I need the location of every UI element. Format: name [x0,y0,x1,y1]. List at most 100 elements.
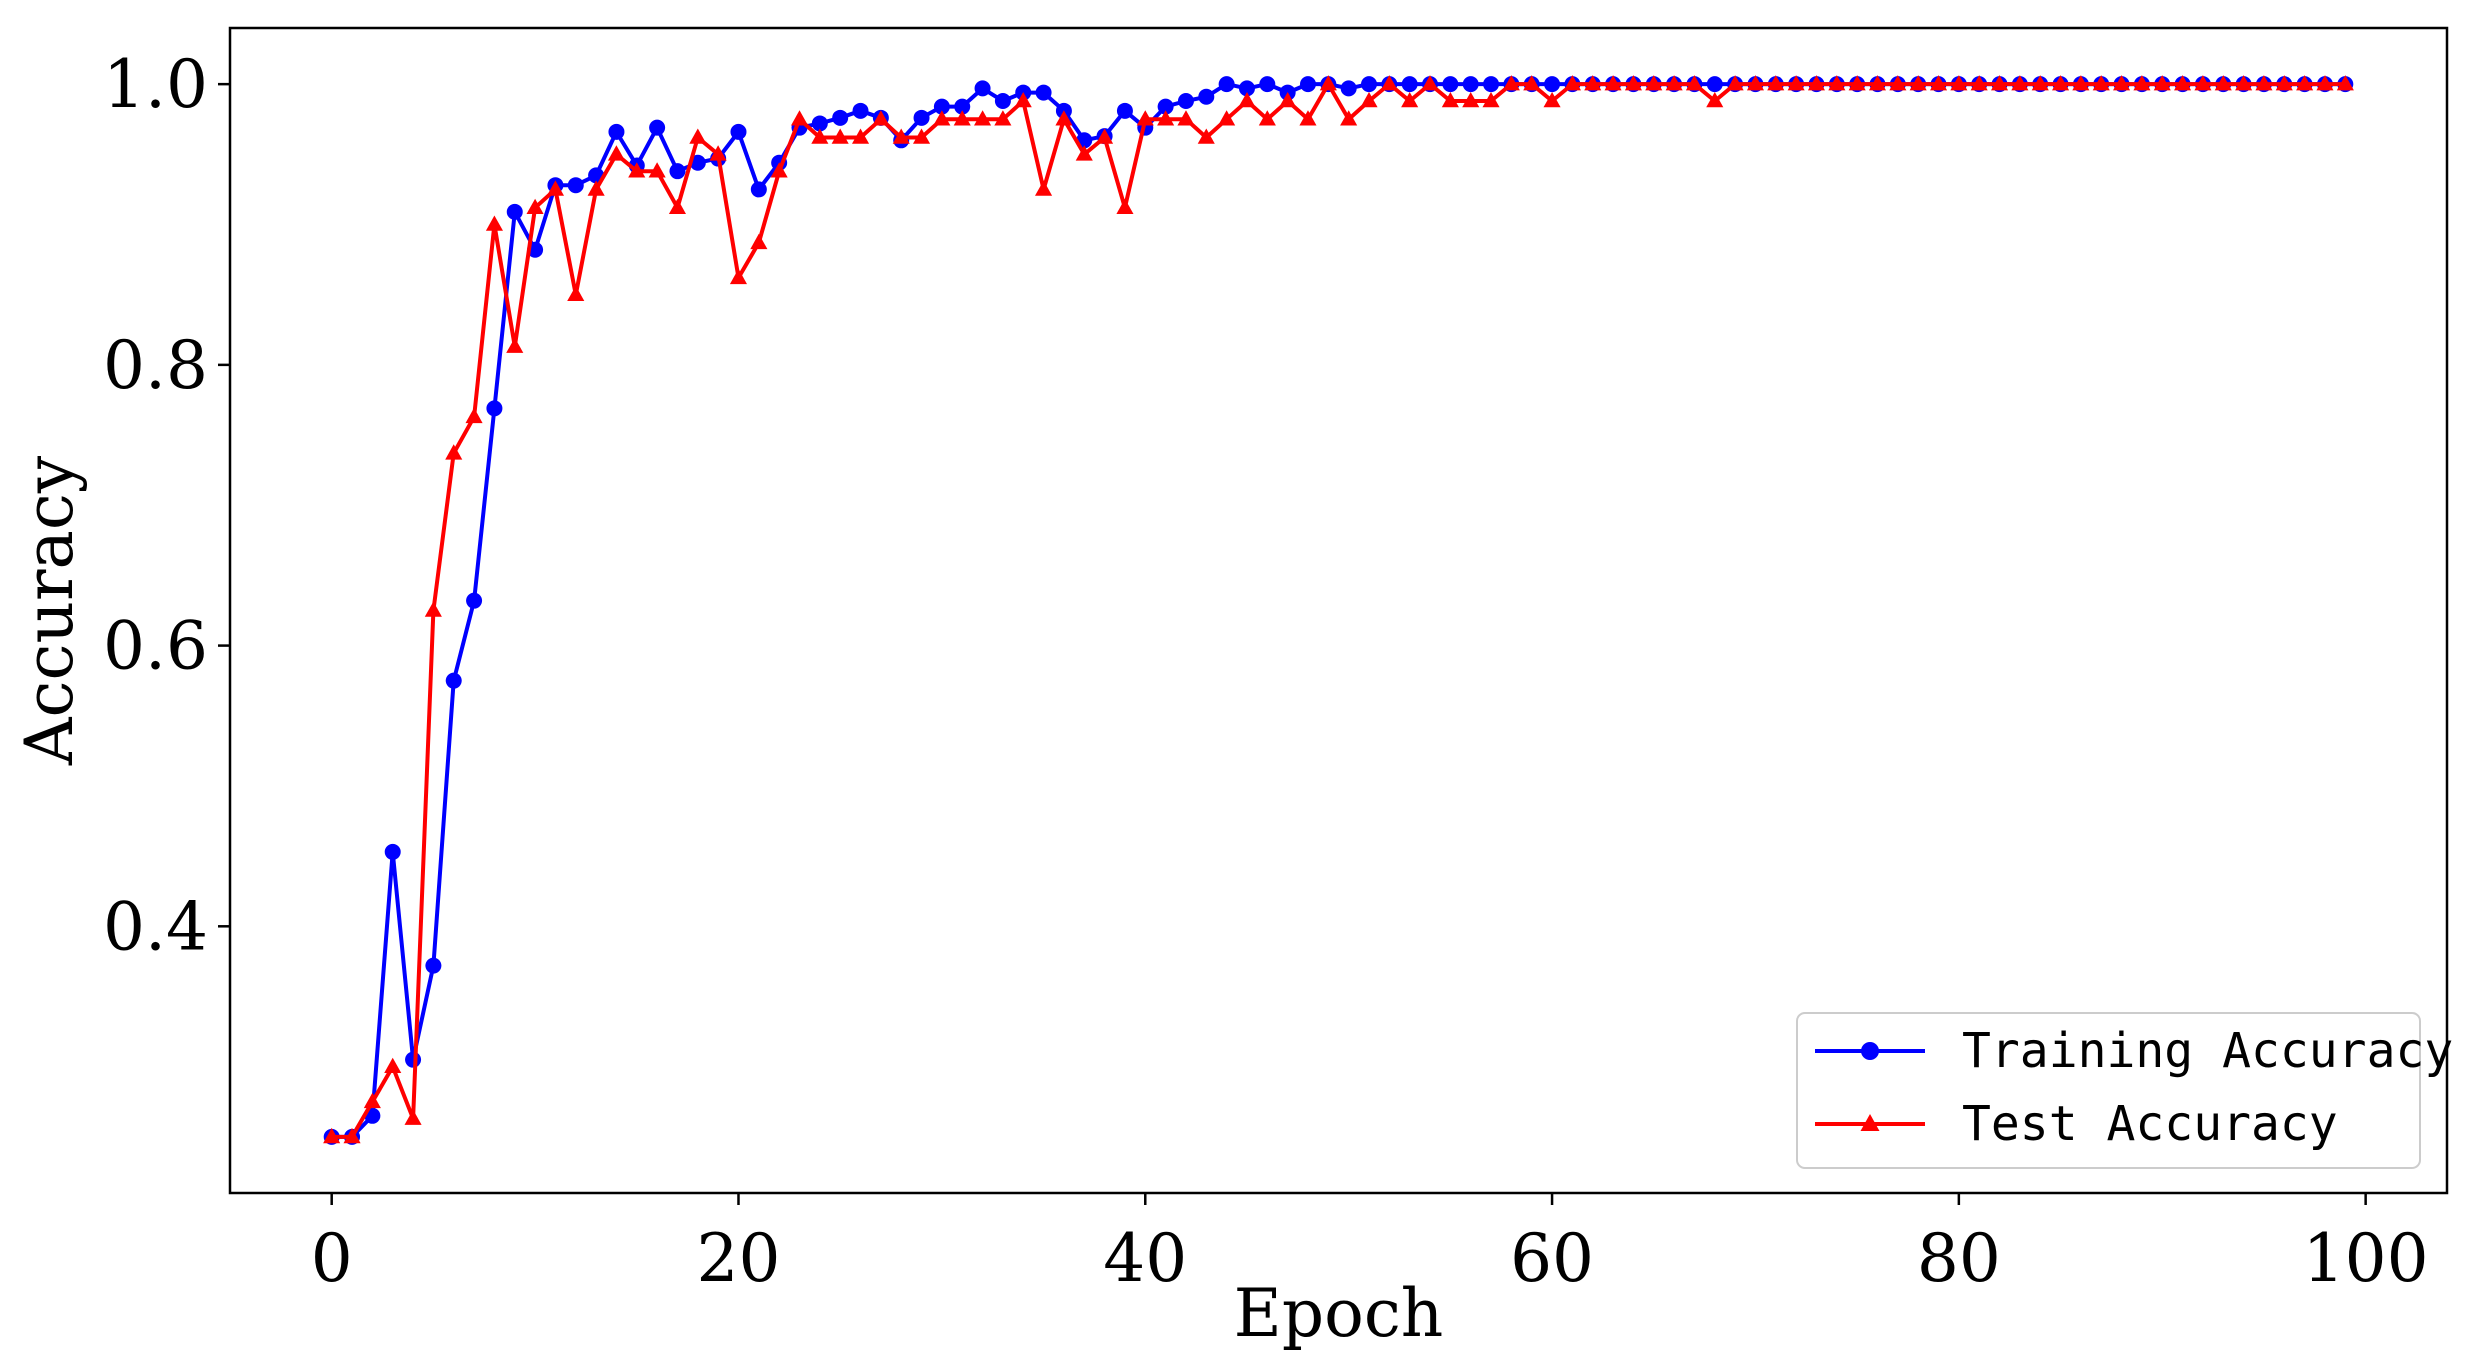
data-point [567,177,584,194]
data-point [913,128,931,144]
data-point [1157,110,1175,126]
data-point [2194,75,2212,91]
data-point [750,233,768,250]
data-point [1177,92,1194,109]
data-point [506,337,524,353]
data-point [668,198,686,214]
data-point [689,154,706,171]
data-point [648,162,666,178]
data-point [1258,110,1276,126]
data-point [466,592,483,609]
data-point [2296,75,2314,91]
data-point [2113,75,2131,91]
data-point [1706,92,1724,108]
data-point [323,1127,341,1144]
data-point [1604,75,1622,91]
data-point [729,268,747,285]
data-point [1624,75,1642,91]
data-point [1055,110,1073,126]
data-point [872,110,890,126]
series-test-accuracy [323,75,2354,1144]
data-point [2133,75,2151,91]
data-point [1299,76,1316,93]
data-point [1787,75,1805,91]
data-point [608,123,625,140]
data-point [913,109,930,126]
x-tick-label: 60 [1510,1220,1594,1297]
data-point [384,843,401,860]
axis-ticks: 0 20 40 60 80 100 0.4 0.6 0.8 1.0 [103,46,2429,1297]
data-point [811,128,829,144]
data-point [2031,75,2049,91]
x-axis-title: Epoch [1234,1275,1444,1352]
data-point [709,145,727,161]
plot-frame [228,26,2449,1195]
data-point [1584,75,1602,91]
data-point [363,1092,381,1109]
data-point [506,203,523,220]
data-point [2235,75,2253,91]
data-point [607,145,625,161]
data-point [832,109,849,126]
data-point [811,115,828,132]
data-point [2052,75,2070,91]
data-point [465,407,483,424]
data-point [831,128,849,144]
data-point [933,110,951,126]
data-point [1360,92,1378,108]
data-point [770,162,788,178]
data-point [1096,128,1114,144]
data-point [1706,76,1723,93]
data-point [1523,75,1541,91]
data-point [526,198,544,214]
data-point [445,444,463,460]
data-point [2336,75,2354,91]
data-point [1401,76,1418,93]
data-point [1197,128,1215,144]
data-point [1930,75,1948,91]
data-point [1462,76,1479,93]
x-tick-label: 80 [1917,1220,2001,1297]
legend-marker-circle [1861,1042,1879,1060]
data-point [2011,75,2029,91]
legend-entry-training: Training Accuracy [1815,1023,2453,1079]
y-tick-label: 0.6 [103,608,208,685]
data-point [1401,92,1419,108]
legend-entry-test: Test Accuracy [1815,1096,2338,1152]
data-point [485,215,503,231]
data-point [1950,75,1968,91]
data-point [1889,75,1907,91]
data-point [750,181,767,198]
data-point [405,1051,422,1068]
data-point [1848,75,1866,91]
data-point [1441,92,1459,108]
data-point [1645,75,1663,91]
data-point [343,1127,361,1144]
data-point [1544,76,1561,93]
legend-label-test: Test Accuracy [1962,1096,2338,1152]
data-point [1991,75,2009,91]
legend-box [1796,1012,2421,1169]
data-point [2316,75,2334,91]
data-point [1157,98,1174,115]
data-point [2275,75,2293,91]
y-tick-label: 1.0 [103,46,208,123]
data-point [730,123,747,140]
data-point [2214,75,2232,91]
legend-marker-triangle [1860,1114,1880,1131]
data-point [1767,75,1785,91]
data-point [1319,75,1337,91]
data-point [1828,75,1846,91]
data-point [1442,76,1459,93]
data-point [1340,80,1357,97]
data-point [1482,92,1500,108]
data-point [567,285,585,301]
series-training-accuracy [323,76,2354,1145]
data-point [2153,75,2171,91]
data-point [1035,84,1052,101]
data-point [1868,75,1886,91]
data-point [994,92,1011,109]
data-point [1116,102,1133,119]
y-tick-label: 0.4 [103,888,208,965]
data-point [852,102,869,119]
